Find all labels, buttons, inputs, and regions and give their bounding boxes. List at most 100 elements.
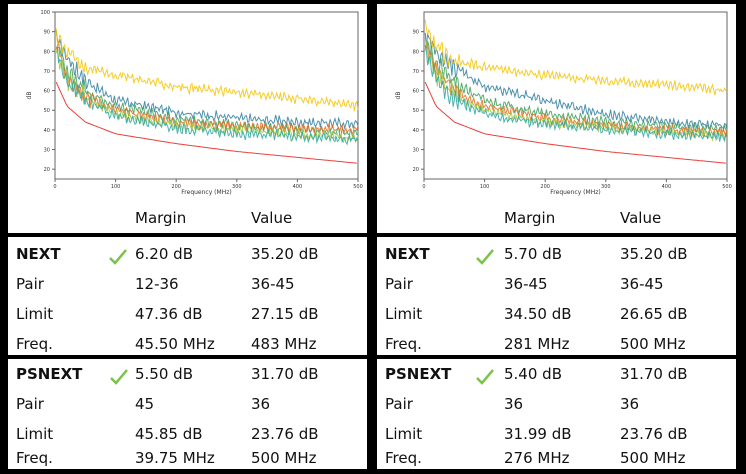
psnext-title: PSNEXT (16, 365, 83, 383)
x-tick-label: 300 (232, 184, 242, 190)
x-tick-label: 200 (171, 184, 181, 190)
freq-label: Freq. (16, 335, 53, 353)
series-line (55, 28, 359, 112)
value-header: Value (620, 209, 662, 227)
x-axis-label: Frequency (MHz) (550, 189, 600, 196)
series-line (424, 41, 728, 135)
limit-value: 26.65 dB (620, 305, 688, 323)
check-icon (109, 249, 127, 265)
y-tick-label: 90 (44, 30, 50, 36)
value-header: Value (251, 209, 293, 227)
plot-frame (54, 11, 359, 180)
psnext-row: PSNEXT 5.40 dB 31.70 dB (377, 360, 736, 390)
next-title: NEXT (16, 245, 61, 263)
y-tick-label: 40 (44, 128, 50, 134)
divider (377, 355, 736, 359)
chart-svg: 20 30 40 50 60 70 80 90 0 100 200 300 400 500 Frequenc… (395, 11, 732, 196)
chart-left: 20 30 40 50 60 70 80 90 100 0 100 200 300 400 500 Frequ… (8, 4, 367, 204)
freq-label: Freq. (385, 335, 422, 353)
pair-label: Pair (385, 275, 413, 293)
limit-label: Limit (16, 305, 54, 323)
y-tick-label: 90 (413, 30, 419, 36)
next-freq-row: Freq. 45.50 MHz 483 MHz (8, 330, 367, 360)
pair-value: 36 (620, 395, 640, 413)
limit-line (424, 81, 726, 164)
y-tick-label: 50 (413, 108, 419, 114)
next-margin: 5.70 dB (504, 245, 562, 263)
series-line (424, 19, 728, 96)
psnext-title: PSNEXT (385, 365, 452, 383)
chart-svg: 20 30 40 50 60 70 80 90 100 0 100 200 300 400 500 Frequ… (26, 10, 363, 196)
series-line (55, 30, 359, 131)
freq-margin: 45.50 MHz (135, 335, 215, 353)
pair-margin: 36 (504, 395, 524, 413)
psnext-freq-row: Freq. 39.75 MHz 500 MHz (8, 444, 367, 474)
pair-margin: 36-45 (504, 275, 548, 293)
y-axis-label: dB (26, 92, 33, 100)
limit-value: 23.76 dB (251, 425, 319, 443)
next-value: 35.20 dB (620, 245, 688, 263)
y-tick-label: 60 (44, 89, 50, 95)
x-tick-label: 0 (422, 184, 425, 190)
chart-right: 20 30 40 50 60 70 80 90 0 100 200 300 400 500 Frequenc… (377, 4, 736, 204)
next-freq-row: Freq. 281 MHz 500 MHz (377, 330, 736, 360)
next-row: NEXT 6.20 dB 35.20 dB (8, 240, 367, 270)
divider (8, 233, 367, 237)
plot-frame (423, 11, 728, 180)
check-icon (476, 249, 494, 265)
x-tick-label: 300 (601, 184, 611, 190)
y-tick-label: 70 (413, 69, 419, 75)
pair-value: 36-45 (620, 275, 664, 293)
y-tick-label: 50 (44, 108, 50, 114)
limit-margin: 34.50 dB (504, 305, 572, 323)
series-line (424, 40, 728, 142)
pair-label: Pair (16, 275, 44, 293)
pair-value: 36-45 (251, 275, 295, 293)
limit-value: 27.15 dB (251, 305, 319, 323)
margin-header: Margin (135, 209, 187, 227)
limit-value: 23.76 dB (620, 425, 688, 443)
psnext-row: PSNEXT 5.50 dB 31.70 dB (8, 360, 367, 390)
freq-value: 500 MHz (620, 335, 686, 353)
limit-margin: 47.36 dB (135, 305, 203, 323)
check-icon (476, 369, 494, 385)
series-line (56, 46, 359, 138)
psnext-value: 31.70 dB (620, 365, 688, 383)
series-line (56, 46, 359, 146)
y-axis-label: dB (395, 92, 402, 100)
x-tick-label: 400 (662, 184, 672, 190)
freq-margin: 39.75 MHz (135, 449, 215, 467)
next-limit-row: Limit 34.50 dB 26.65 dB (377, 300, 736, 330)
pair-label: Pair (16, 395, 44, 413)
freq-value: 483 MHz (251, 335, 317, 353)
limit-line (55, 81, 357, 164)
series-line (424, 43, 728, 138)
pair-margin: 45 (135, 395, 155, 413)
y-tick-label: 30 (44, 148, 50, 154)
x-tick-label: 500 (722, 184, 732, 190)
freq-margin: 281 MHz (504, 335, 570, 353)
psnext-margin: 5.40 dB (504, 365, 562, 383)
divider (8, 355, 367, 359)
freq-label: Freq. (16, 449, 53, 467)
check-icon (110, 369, 128, 385)
limit-margin: 31.99 dB (504, 425, 572, 443)
limit-label: Limit (16, 425, 54, 443)
next-margin: 6.20 dB (135, 245, 193, 263)
divider (377, 233, 736, 237)
x-tick-label: 400 (293, 184, 303, 190)
limit-label: Limit (385, 305, 423, 323)
psnext-pair-row: Pair 45 36 (8, 390, 367, 420)
next-title: NEXT (385, 245, 430, 263)
pair-margin: 12-36 (135, 275, 179, 293)
x-tick-label: 100 (480, 184, 490, 190)
x-tick-label: 0 (53, 184, 56, 190)
series-line (55, 46, 359, 144)
y-tick-label: 60 (413, 89, 419, 95)
series-line (424, 45, 728, 143)
psnext-limit-row: Limit 31.99 dB 23.76 dB (377, 420, 736, 450)
psnext-limit-row: Limit 45.85 dB 23.76 dB (8, 420, 367, 450)
freq-label: Freq. (385, 449, 422, 467)
freq-margin: 276 MHz (504, 449, 570, 467)
psnext-margin: 5.50 dB (135, 365, 193, 383)
